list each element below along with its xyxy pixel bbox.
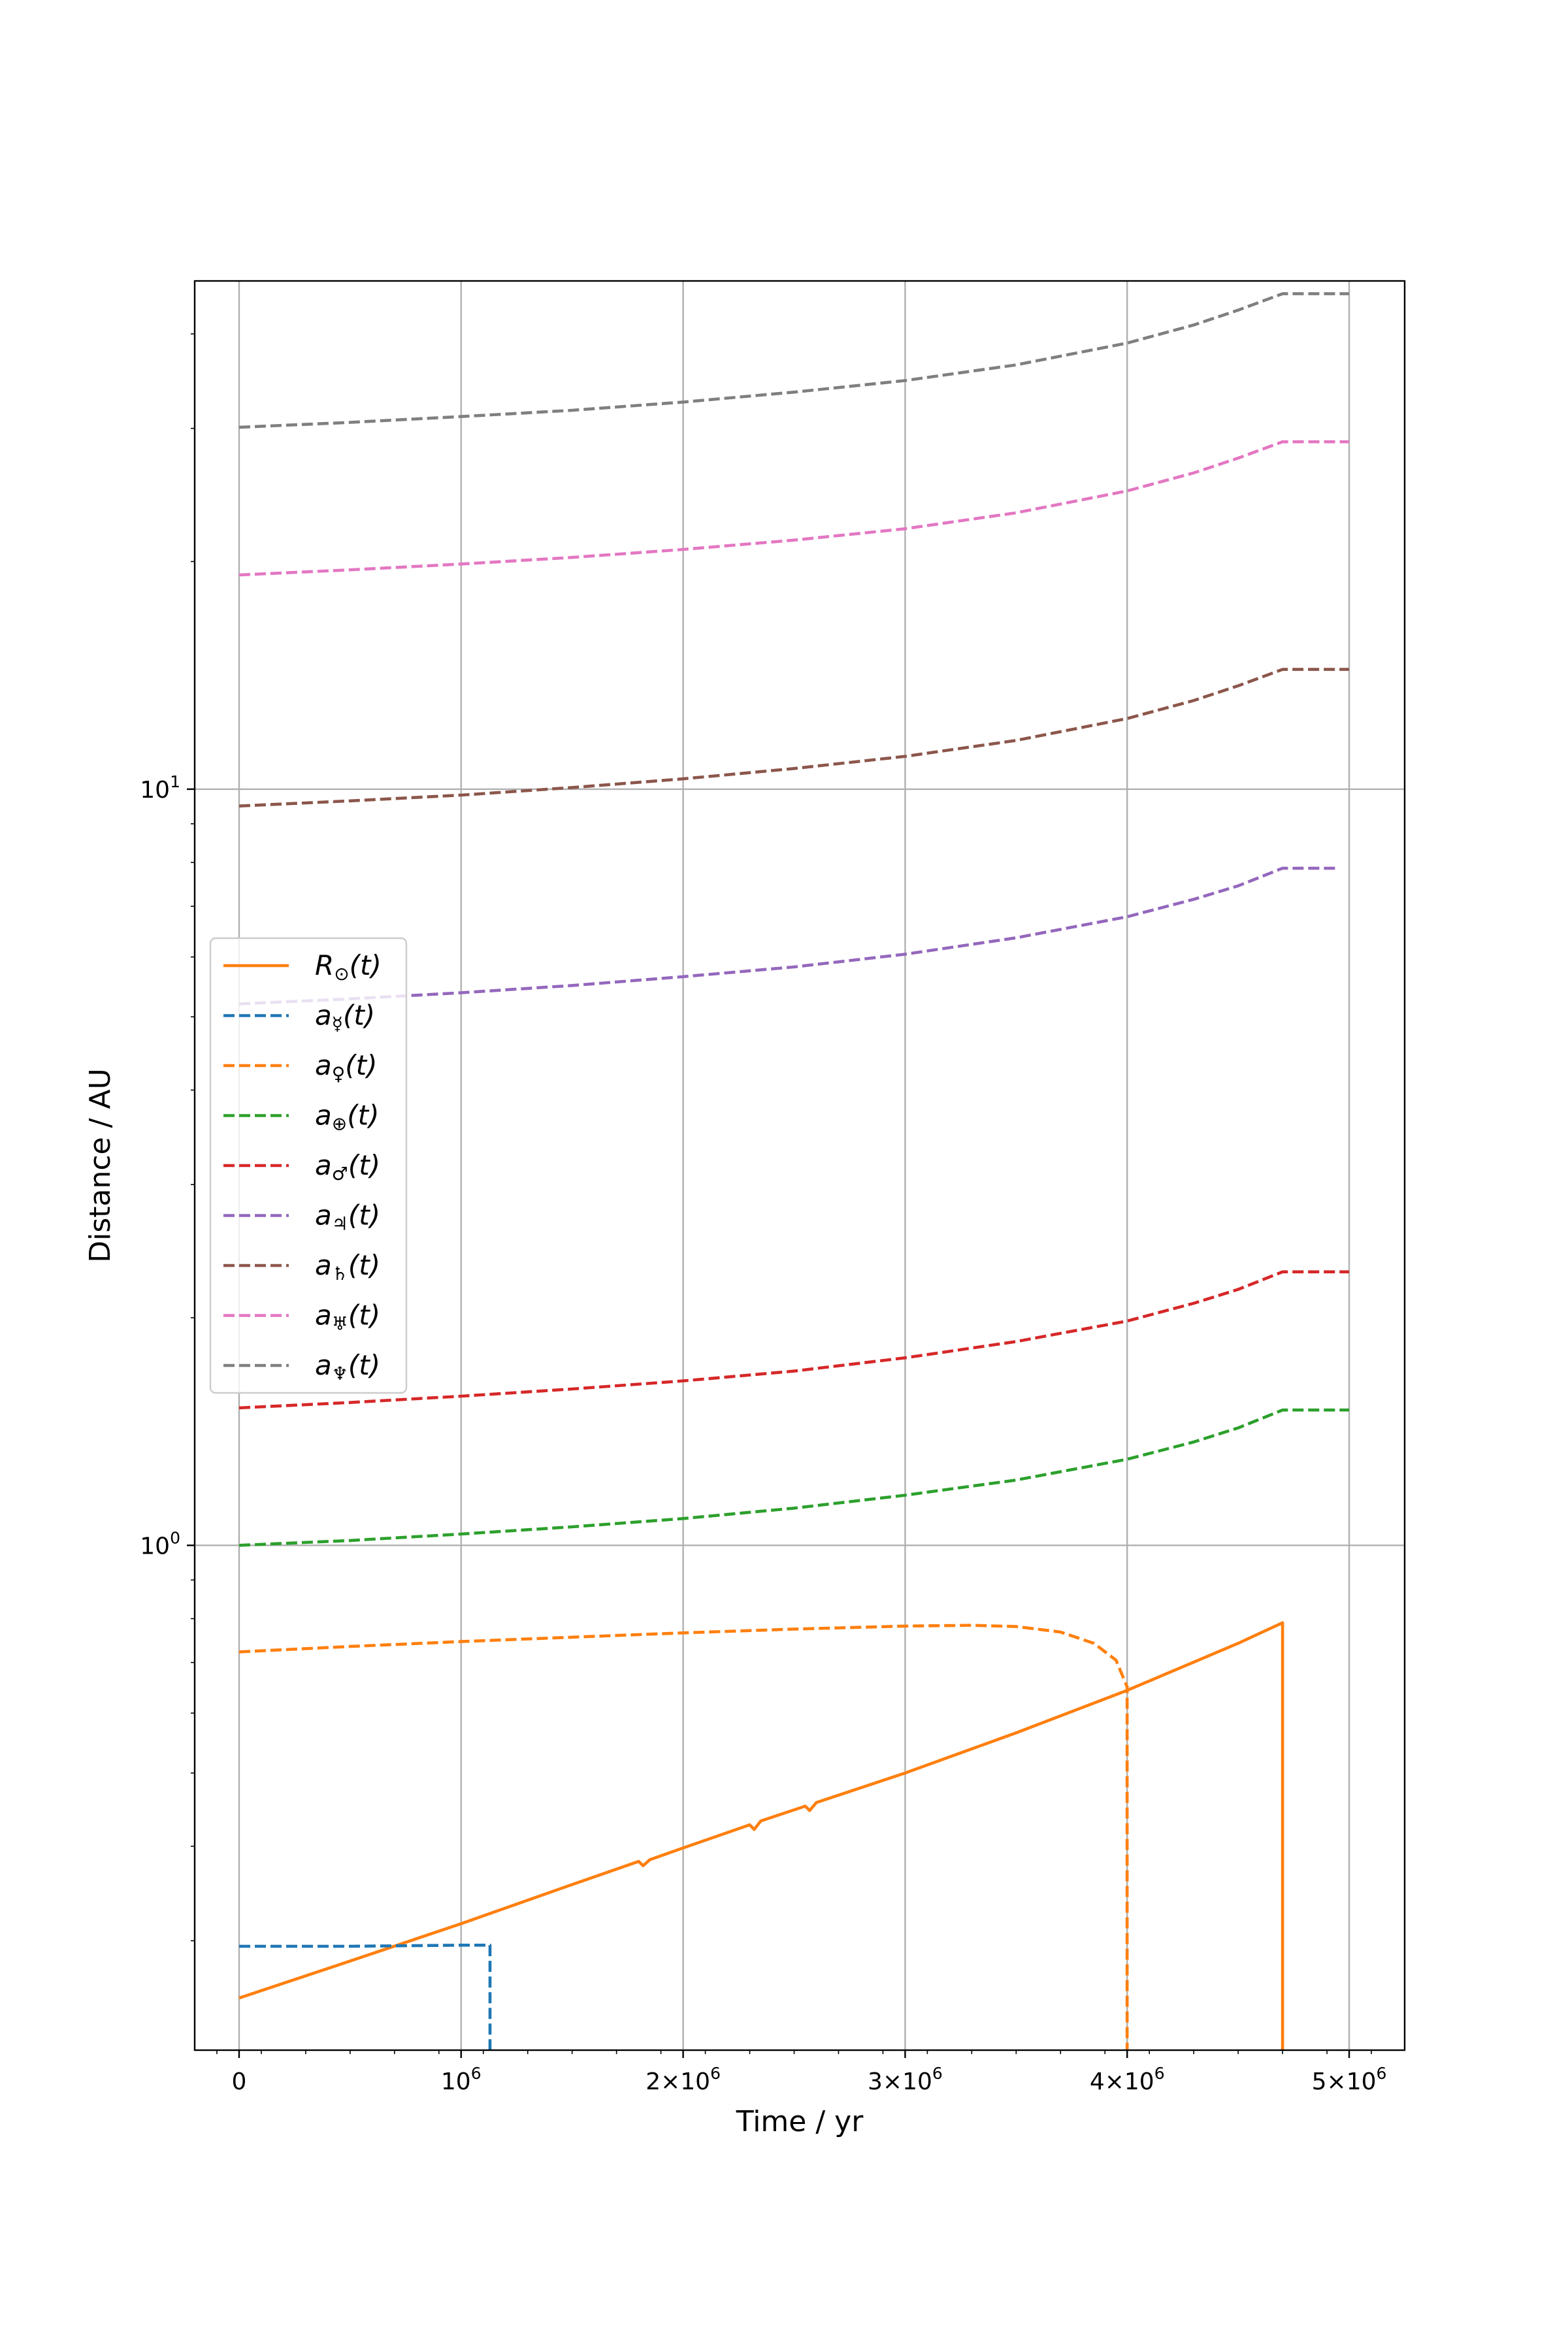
legend-label-7: a♅(t) (315, 1299, 380, 1335)
series-line-2 (238, 1624, 1129, 2050)
y-axis-label: Distance / AU (84, 1068, 117, 1263)
legend-label-5: a♃(t) (315, 1200, 380, 1235)
series-line-5 (238, 866, 1339, 1005)
x-tick-label-0: 0 (232, 2068, 247, 2095)
legend-label-6: a♄(t) (315, 1249, 380, 1284)
grid (195, 281, 1405, 2050)
x-axis-label: Time / yr (736, 2105, 864, 2138)
x-tick-label-5: 5×106 (1312, 2064, 1387, 2095)
series-line-3 (238, 1408, 1349, 1547)
series-line-4 (238, 1270, 1349, 1410)
legend-label-2: a♀(t) (315, 1049, 378, 1085)
y-tick-label-1: 101 (140, 772, 180, 804)
legend: R⊙(t) a☿(t) a♀(t) a⊕(t) a♂(t) a♃(t) a♄(t) a♅(t)… (209, 937, 408, 1394)
legend-box (209, 937, 408, 1394)
x-tick-label-4: 4×106 (1090, 2064, 1165, 2095)
legend-label-1: a☿(t) (315, 1000, 375, 1035)
legend-label-3: a⊕(t) (315, 1100, 379, 1135)
series-line-7 (238, 440, 1349, 577)
axis-ticks: 0 106 2×106 3×106 4×106 5×106 100 101 (140, 333, 1387, 2095)
legend-label-8: a♆(t) (315, 1349, 380, 1384)
plot-frame (193, 280, 1406, 2051)
series-line-0 (238, 1621, 1284, 2050)
legend-label-0: R⊙(t) (315, 949, 382, 985)
x-tick-label-1: 106 (441, 2064, 482, 2095)
y-tick-label-0: 100 (140, 1528, 180, 1560)
plot-series (238, 292, 1349, 2050)
x-tick-label-3: 3×106 (868, 2064, 943, 2095)
series-line-6 (238, 668, 1349, 808)
x-tick-label-2: 2×106 (645, 2064, 721, 2095)
series-line-8 (238, 292, 1349, 429)
legend-label-4: a♂(t) (315, 1149, 380, 1184)
series-line-1 (239, 1944, 492, 2050)
